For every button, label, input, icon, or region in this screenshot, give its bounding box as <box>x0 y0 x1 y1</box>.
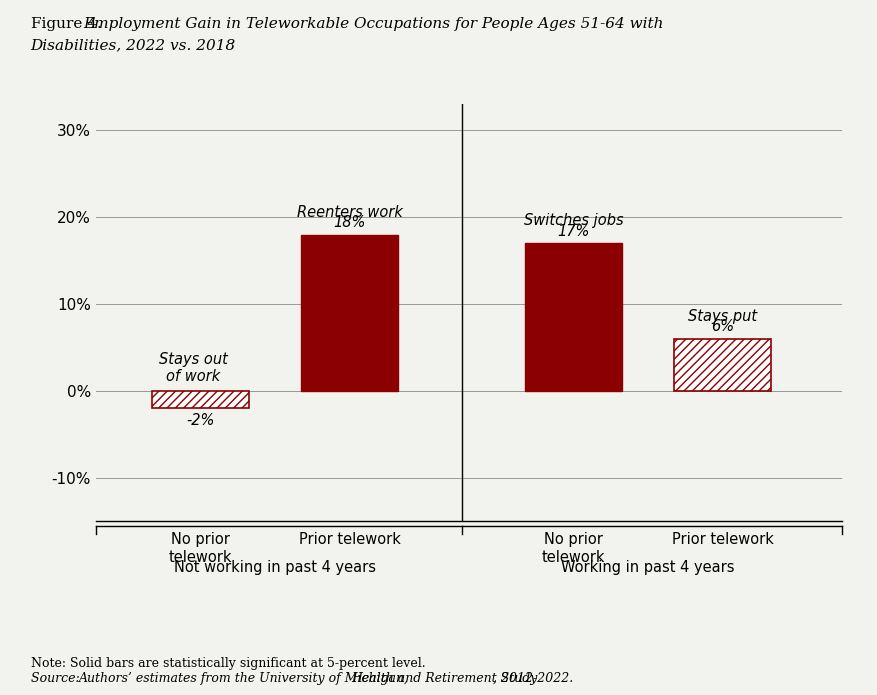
Text: Disabilities, 2022 vs. 2018: Disabilities, 2022 vs. 2018 <box>31 38 236 52</box>
Text: Not working in past 4 years: Not working in past 4 years <box>175 560 376 575</box>
Text: 17%: 17% <box>558 224 589 239</box>
Bar <box>674 338 771 391</box>
Text: Switches jobs: Switches jobs <box>524 213 624 229</box>
Text: Stays out
of work: Stays out of work <box>159 352 228 384</box>
Text: Figure 4.: Figure 4. <box>31 17 106 31</box>
Text: Working in past 4 years: Working in past 4 years <box>561 560 735 575</box>
Text: -2%: -2% <box>187 413 215 427</box>
Text: Reenters work: Reenters work <box>297 205 403 220</box>
Text: , 2012-2022.: , 2012-2022. <box>493 672 574 685</box>
Bar <box>525 243 622 391</box>
Bar <box>302 235 398 391</box>
Text: 6%: 6% <box>711 320 734 334</box>
Text: 18%: 18% <box>334 215 366 230</box>
Text: Employment Gain in Teleworkable Occupations for People Ages 51-64 with: Employment Gain in Teleworkable Occupati… <box>83 17 664 31</box>
Text: Stays put: Stays put <box>688 309 757 324</box>
Text: Note: Solid bars are statistically significant at 5-percent level.: Note: Solid bars are statistically signi… <box>31 657 425 670</box>
Bar <box>153 391 249 408</box>
Text: Authors’ estimates from the University of Michigan,: Authors’ estimates from the University o… <box>79 672 413 685</box>
Text: Source:: Source: <box>31 672 83 685</box>
Text: Health and Retirement Study: Health and Retirement Study <box>351 672 538 685</box>
